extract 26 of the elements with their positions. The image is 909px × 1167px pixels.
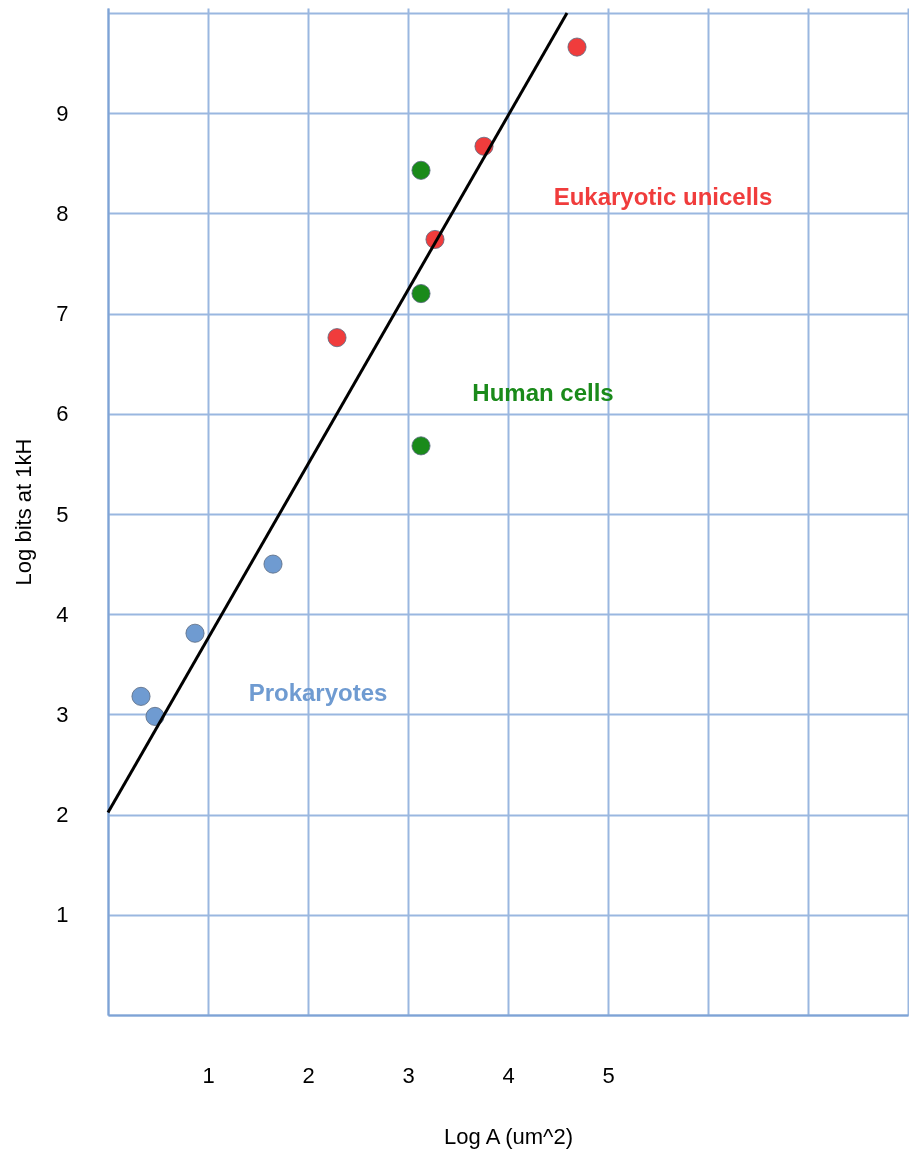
- x-axis-title: Log A (um^2): [444, 1123, 573, 1149]
- point: [411, 160, 431, 180]
- y-tick-label: 1: [56, 902, 69, 928]
- y-tick-label: 3: [56, 701, 69, 727]
- x-tick-label: 2: [302, 1062, 315, 1088]
- point: [327, 328, 347, 348]
- y-axis-title: Log bits at 1kH: [11, 438, 37, 586]
- y-tick-label: 4: [56, 601, 69, 627]
- point: [567, 37, 587, 57]
- y-tick-label: 7: [56, 301, 69, 327]
- y-tick-label: 5: [56, 501, 69, 527]
- y-tick-label: 2: [56, 802, 69, 828]
- x-tick-label: 3: [402, 1062, 415, 1088]
- x-tick-label: 5: [602, 1062, 615, 1088]
- point: [411, 284, 431, 304]
- text: Human cells: [472, 378, 614, 406]
- x-tick-label: 1: [202, 1062, 215, 1088]
- text: Eukaryotic unicells: [553, 183, 773, 211]
- point: [131, 686, 151, 706]
- point: [185, 623, 205, 643]
- y-tick-label: 6: [56, 401, 69, 427]
- y-tick-label: 9: [56, 100, 69, 126]
- point: [411, 436, 431, 456]
- x-tick-label: 4: [502, 1062, 515, 1088]
- point: [263, 554, 283, 574]
- y-tick-label: 8: [56, 200, 69, 226]
